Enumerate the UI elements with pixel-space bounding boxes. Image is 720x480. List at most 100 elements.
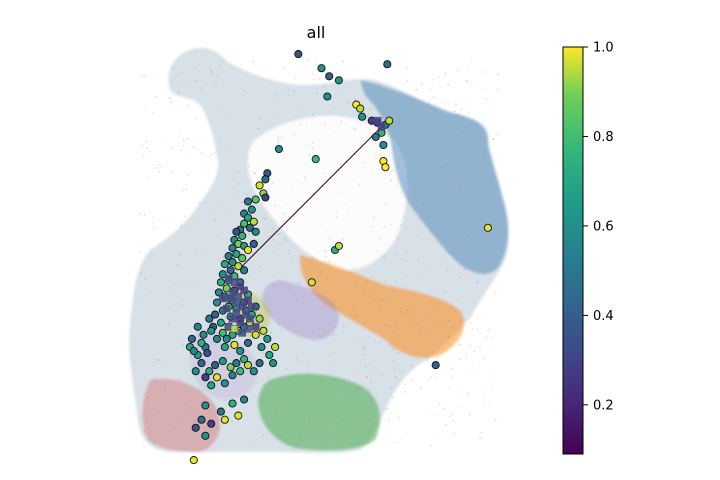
- background-speck: [383, 225, 385, 228]
- background-speck: [446, 218, 448, 220]
- background-speck: [381, 299, 384, 301]
- background-speck: [293, 216, 296, 218]
- background-speck: [294, 77, 297, 80]
- background-speck: [309, 264, 312, 266]
- background-speck: [388, 419, 391, 422]
- background-speck: [331, 326, 334, 329]
- background-speck: [224, 316, 226, 319]
- scatter-square: [244, 324, 252, 333]
- background-speck: [367, 336, 370, 339]
- background-speck: [482, 357, 485, 360]
- background-speck: [404, 383, 407, 386]
- scatter-square: [240, 286, 248, 295]
- background-speck: [201, 389, 203, 392]
- background-speck: [411, 379, 414, 382]
- background-speck: [453, 164, 456, 167]
- scatter-square: [232, 308, 241, 317]
- embedding-orange-region: [299, 255, 464, 358]
- background-speck: [139, 418, 141, 420]
- background-speck: [325, 221, 327, 224]
- scatter-point: [189, 456, 198, 465]
- background-speck: [388, 325, 390, 327]
- background-speck: [324, 85, 326, 88]
- background-speck: [312, 113, 314, 116]
- background-speck: [410, 163, 413, 165]
- background-speck: [400, 191, 403, 194]
- background-speck: [194, 67, 196, 69]
- embedding-blue-region: [360, 80, 509, 275]
- background-speck: [378, 306, 381, 308]
- background-speck: [200, 431, 203, 434]
- background-speck: [374, 360, 377, 362]
- background-speck: [346, 428, 349, 431]
- scatter-point: [207, 381, 216, 390]
- scatter-point: [220, 379, 229, 388]
- background-speck: [185, 151, 187, 153]
- background-speck: [250, 393, 252, 395]
- background-speck: [431, 289, 434, 292]
- scatter-point: [269, 359, 278, 368]
- scatter-point: [234, 411, 243, 420]
- scatter-point: [218, 270, 227, 279]
- background-speck: [466, 80, 469, 83]
- background-speck: [171, 67, 174, 69]
- background-speck: [253, 172, 256, 174]
- background-speck: [483, 272, 485, 275]
- background-speck: [457, 395, 459, 397]
- scatter-square: [230, 324, 239, 333]
- background-speck: [157, 163, 160, 166]
- background-speck: [139, 299, 142, 302]
- scatter-square: [228, 314, 237, 323]
- background-speck: [479, 346, 482, 349]
- background-speck: [362, 345, 365, 348]
- background-speck: [261, 352, 264, 354]
- background-speck: [196, 149, 199, 151]
- background-speck: [375, 250, 378, 252]
- background-speck: [434, 110, 437, 112]
- background-speck: [336, 394, 339, 397]
- background-speck: [308, 154, 311, 157]
- background-speck: [446, 119, 449, 122]
- background-speck: [360, 435, 362, 438]
- background-speck: [317, 197, 319, 200]
- scatter-point: [216, 407, 225, 416]
- background-speck: [336, 216, 338, 219]
- background-speck: [153, 442, 155, 445]
- background-speck: [442, 166, 444, 169]
- background-speck: [290, 260, 293, 263]
- background-speck: [158, 170, 160, 173]
- background-speck: [165, 297, 168, 300]
- background-speck: [176, 416, 179, 418]
- scatter-square: [226, 294, 235, 303]
- background-speck: [477, 281, 479, 284]
- background-speck: [460, 211, 462, 214]
- background-speck: [248, 165, 250, 168]
- background-speck: [467, 392, 470, 395]
- background-speck: [432, 258, 435, 261]
- background-speck: [184, 215, 186, 217]
- scatter-point: [205, 367, 214, 376]
- background-speck: [264, 119, 266, 122]
- background-speck: [468, 252, 471, 255]
- background-speck: [262, 433, 265, 436]
- background-speck: [425, 335, 427, 338]
- background-speck: [411, 304, 413, 307]
- background-speck: [365, 376, 368, 378]
- background-speck: [205, 202, 207, 204]
- background-speck: [182, 343, 184, 346]
- background-speck: [416, 322, 419, 325]
- background-speck: [224, 403, 227, 405]
- scatter-point: [251, 195, 260, 204]
- background-speck: [211, 71, 214, 74]
- background-speck: [219, 65, 221, 67]
- background-speck: [424, 329, 427, 332]
- background-speck: [226, 213, 228, 215]
- scatter-point: [323, 92, 332, 101]
- scatter-point: [307, 278, 316, 287]
- scatter-point: [385, 116, 394, 125]
- background-speck: [459, 185, 462, 188]
- background-speck: [213, 289, 216, 292]
- background-speck: [267, 375, 269, 378]
- background-speck: [390, 223, 392, 225]
